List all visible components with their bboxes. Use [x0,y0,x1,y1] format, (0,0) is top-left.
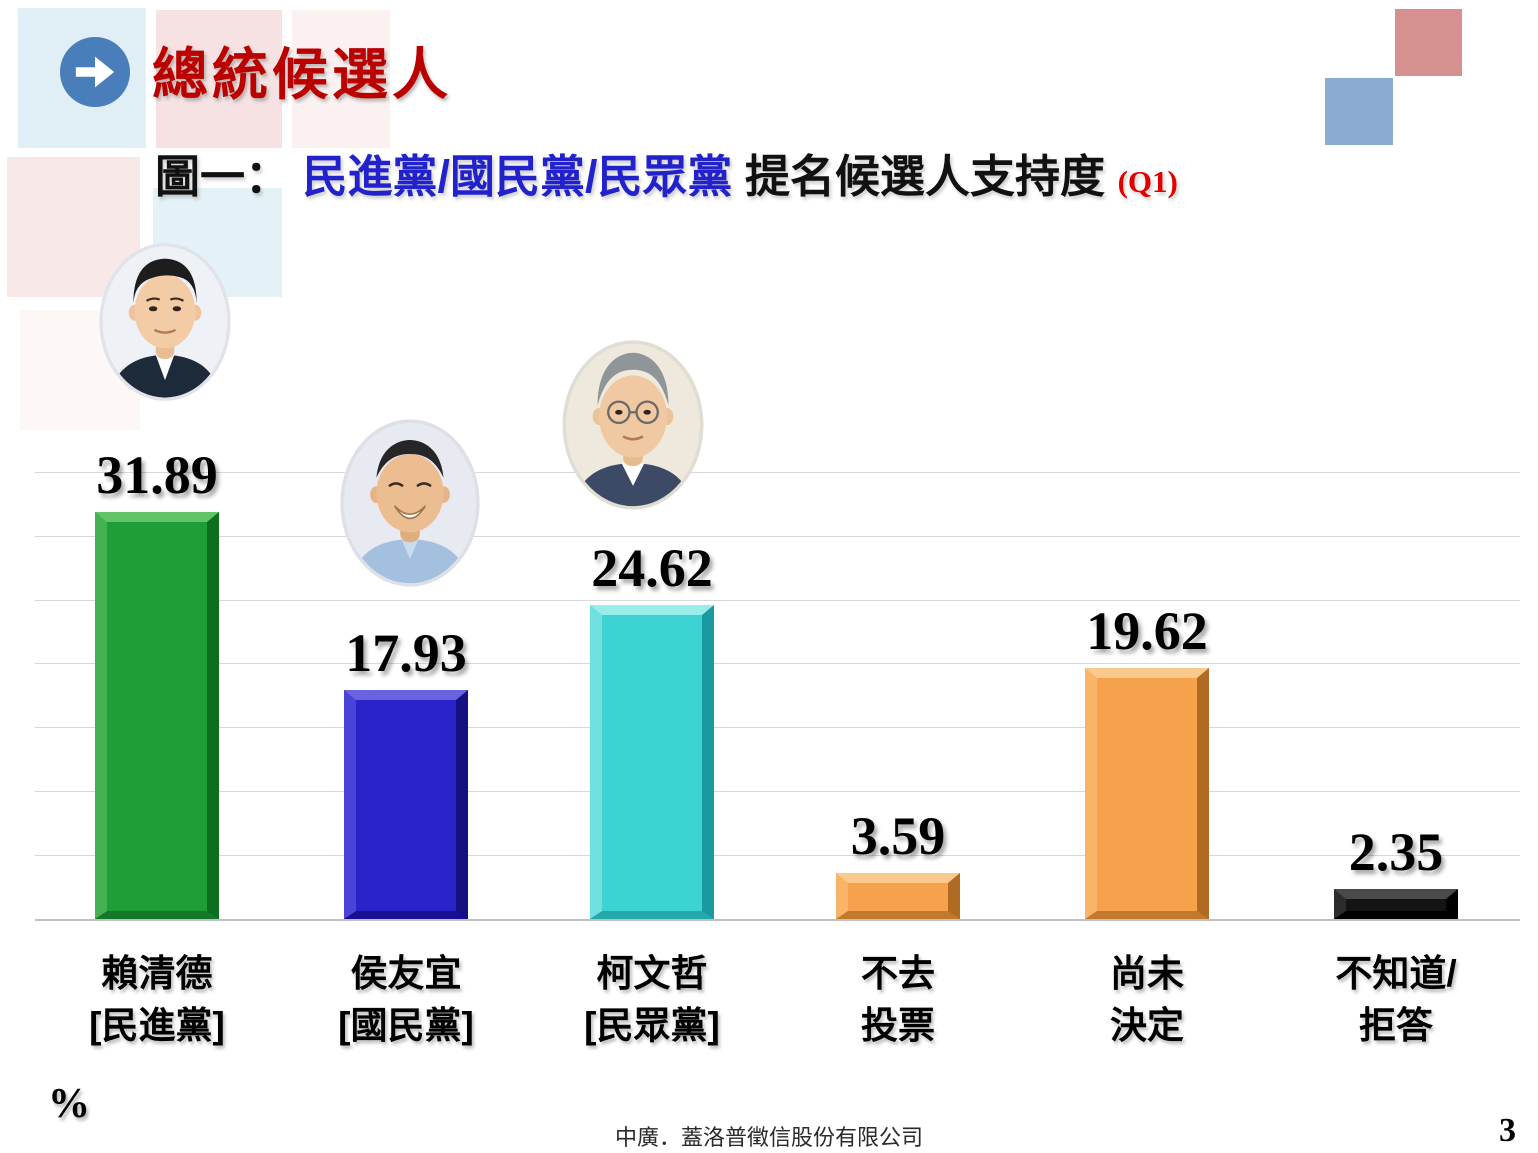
bar-ko-wen-je [590,605,714,919]
bar-value-label: 3.59 [850,806,946,866]
gridline-30 [35,536,1520,537]
deco-square-palepink [292,10,390,148]
chart-subtitle: 圖一： 民進黨/國民黨/民眾黨 提名候選人支持度 (Q1) [155,140,1178,205]
category-label-lai: 賴清德 [民進黨] [89,953,225,1046]
page-number: 3 [1499,1112,1516,1149]
bar-value-label: 31.89 [96,445,218,505]
photo-ko-wen-je [558,340,708,510]
category-label-wont-vote: 不去 投票 [861,953,935,1046]
deco-square-pink [156,10,282,148]
gridline-20 [35,663,1520,664]
photo-hou-yu-ih [340,415,480,591]
bar-undecided [1085,668,1209,919]
gridline-10 [35,791,1520,792]
bar-chart: 31.89 17.93 24.62 3.59 19.62 2.35 [35,448,1520,921]
subtitle-parties: 民進黨/國民黨/民眾黨 [302,151,733,202]
bar-value-label: 17.93 [345,623,467,683]
gridline-35 [35,472,1520,473]
subtitle-rest: 提名候選人支持度 [732,151,1118,202]
y-axis-unit-label: % [48,1081,90,1127]
bar-value-label: 19.62 [1086,601,1208,661]
gridline-15 [35,727,1520,728]
gridline-5 [35,855,1520,856]
bar-value-label: 24.62 [591,538,713,598]
subtitle-question-tag: (Q1) [1117,164,1178,199]
bar-wont-vote [836,873,960,919]
category-label-dont-know: 不知道/ 拒答 [1335,953,1457,1046]
gridline-25 [35,600,1520,601]
photo-lai-ching-te [99,232,231,412]
category-label-ko: 柯文哲 [民眾黨] [584,953,720,1046]
bar-hou-yu-ih [344,690,468,919]
category-label-undecided: 尚未 決定 [1110,953,1184,1046]
bar-dont-know [1334,889,1458,919]
footer-company: 中廣．蓋洛普徵信股份有限公司 [614,1125,923,1150]
arrow-right-icon [60,37,130,107]
page-title: 總統候選人 [152,43,452,106]
category-label-hou: 侯友宜 [國民黨] [338,953,474,1046]
deco-square-rose-topright [1395,9,1462,76]
bar-lai-ching-te [95,512,219,919]
deco-square-blue-topright [1325,78,1393,145]
subtitle-prefix: 圖一： [155,151,291,202]
bar-value-label: 2.35 [1348,822,1444,882]
